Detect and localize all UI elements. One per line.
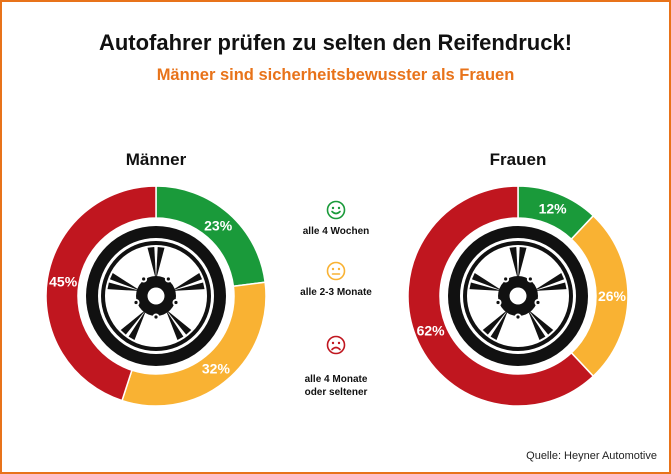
happy-face-icon xyxy=(326,200,346,220)
donut-segment-red xyxy=(45,185,157,402)
source-note: Quelle: Heyner Automotive xyxy=(526,450,657,462)
data-label: 26% xyxy=(598,288,627,304)
data-label: 62% xyxy=(417,323,446,339)
legend-item-4-monate: alle 4 Monate oder seltener xyxy=(276,322,396,412)
legend-item-4-wochen: alle 4 Wochen xyxy=(276,200,396,238)
data-label: 23% xyxy=(204,217,233,233)
data-label: 12% xyxy=(539,201,568,217)
donut-segment-red xyxy=(407,185,595,407)
legend-label: alle 4 Wochen xyxy=(302,226,370,237)
legend-item-2-3-monate: alle 2-3 Monate xyxy=(276,261,396,299)
page-title: Autofahrer prüfen zu selten den Reifendr… xyxy=(98,30,573,55)
chart-title-maenner: Männer xyxy=(125,150,187,169)
neutral-face-icon xyxy=(326,261,346,281)
tire-icon xyxy=(80,220,232,372)
legend-label: alle 2-3 Monate xyxy=(300,287,372,298)
chart-title-frauen: Frauen xyxy=(489,150,547,169)
data-label: 32% xyxy=(202,360,231,376)
data-label: 45% xyxy=(49,273,78,289)
tire-icon xyxy=(442,220,594,372)
legend-label: alle 4 Monate oder seltener xyxy=(304,374,368,398)
page-subtitle: Männer sind sicherheitsbewusster als Fra… xyxy=(156,66,515,84)
sad-face-icon xyxy=(326,335,346,355)
